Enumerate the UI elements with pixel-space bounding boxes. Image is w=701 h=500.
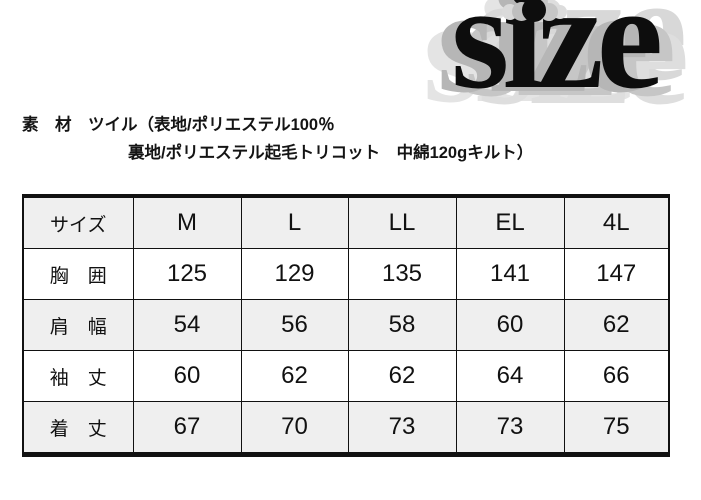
size-table-row-length: 着 丈 67 70 73 73 75 xyxy=(22,401,670,455)
size-table-header-cell: L xyxy=(240,195,349,249)
size-value-cell: 54 xyxy=(132,299,242,351)
size-table: サイズ M L LL EL 4L 胸 囲 125 129 135 141 147… xyxy=(22,194,670,457)
size-value-cell: 141 xyxy=(455,248,565,300)
size-value-cell: 60 xyxy=(455,299,565,351)
measure-label: 肩 幅 xyxy=(22,299,134,351)
size-value-cell: 73 xyxy=(347,401,457,455)
size-table-header-cell: サイズ xyxy=(22,195,134,249)
size-table-header-cell: EL xyxy=(455,195,565,249)
size-value-cell: 62 xyxy=(240,350,349,402)
measure-label: 胸 囲 xyxy=(22,248,134,300)
size-value-cell: 75 xyxy=(563,401,670,455)
size-value-cell: 66 xyxy=(563,350,670,402)
size-value-cell: 60 xyxy=(132,350,242,402)
size-logo: size xyxy=(0,0,701,120)
size-value-cell: 73 xyxy=(455,401,565,455)
measure-label: 着 丈 xyxy=(22,401,134,455)
size-value-cell: 67 xyxy=(132,401,242,455)
size-value-cell: 58 xyxy=(347,299,457,351)
size-table-row-shoulder: 肩 幅 54 56 58 60 62 xyxy=(22,299,670,351)
logo-dot-icon xyxy=(522,0,546,22)
size-value-cell: 135 xyxy=(347,248,457,300)
material-info: 素 材 ツイル（表地/ポリエステル100％ 裏地/ポリエステル起毛トリコット 中… xyxy=(22,111,533,167)
size-value-cell: 125 xyxy=(132,248,242,300)
size-value-cell: 147 xyxy=(563,248,670,300)
size-table-header-cell: LL xyxy=(347,195,457,249)
size-value-cell: 70 xyxy=(240,401,349,455)
size-table-row-chest: 胸 囲 125 129 135 141 147 xyxy=(22,248,670,300)
size-value-cell: 129 xyxy=(240,248,349,300)
measure-label: 袖 丈 xyxy=(22,350,134,402)
size-value-cell: 62 xyxy=(347,350,457,402)
size-table-header-cell: 4L xyxy=(563,195,670,249)
material-line-2: 裏地/ポリエステル起毛トリコット 中綿120gキルト） xyxy=(128,144,534,162)
size-value-cell: 56 xyxy=(240,299,349,351)
size-value-cell: 62 xyxy=(563,299,670,351)
material-line-1: 素 材 ツイル（表地/ポリエステル100％ xyxy=(22,116,335,134)
size-value-cell: 64 xyxy=(455,350,565,402)
size-table-row-sleeve: 袖 丈 60 62 62 64 66 xyxy=(22,350,670,402)
size-table-header-cell: M xyxy=(132,195,242,249)
size-table-header-row: サイズ M L LL EL 4L xyxy=(22,195,670,249)
